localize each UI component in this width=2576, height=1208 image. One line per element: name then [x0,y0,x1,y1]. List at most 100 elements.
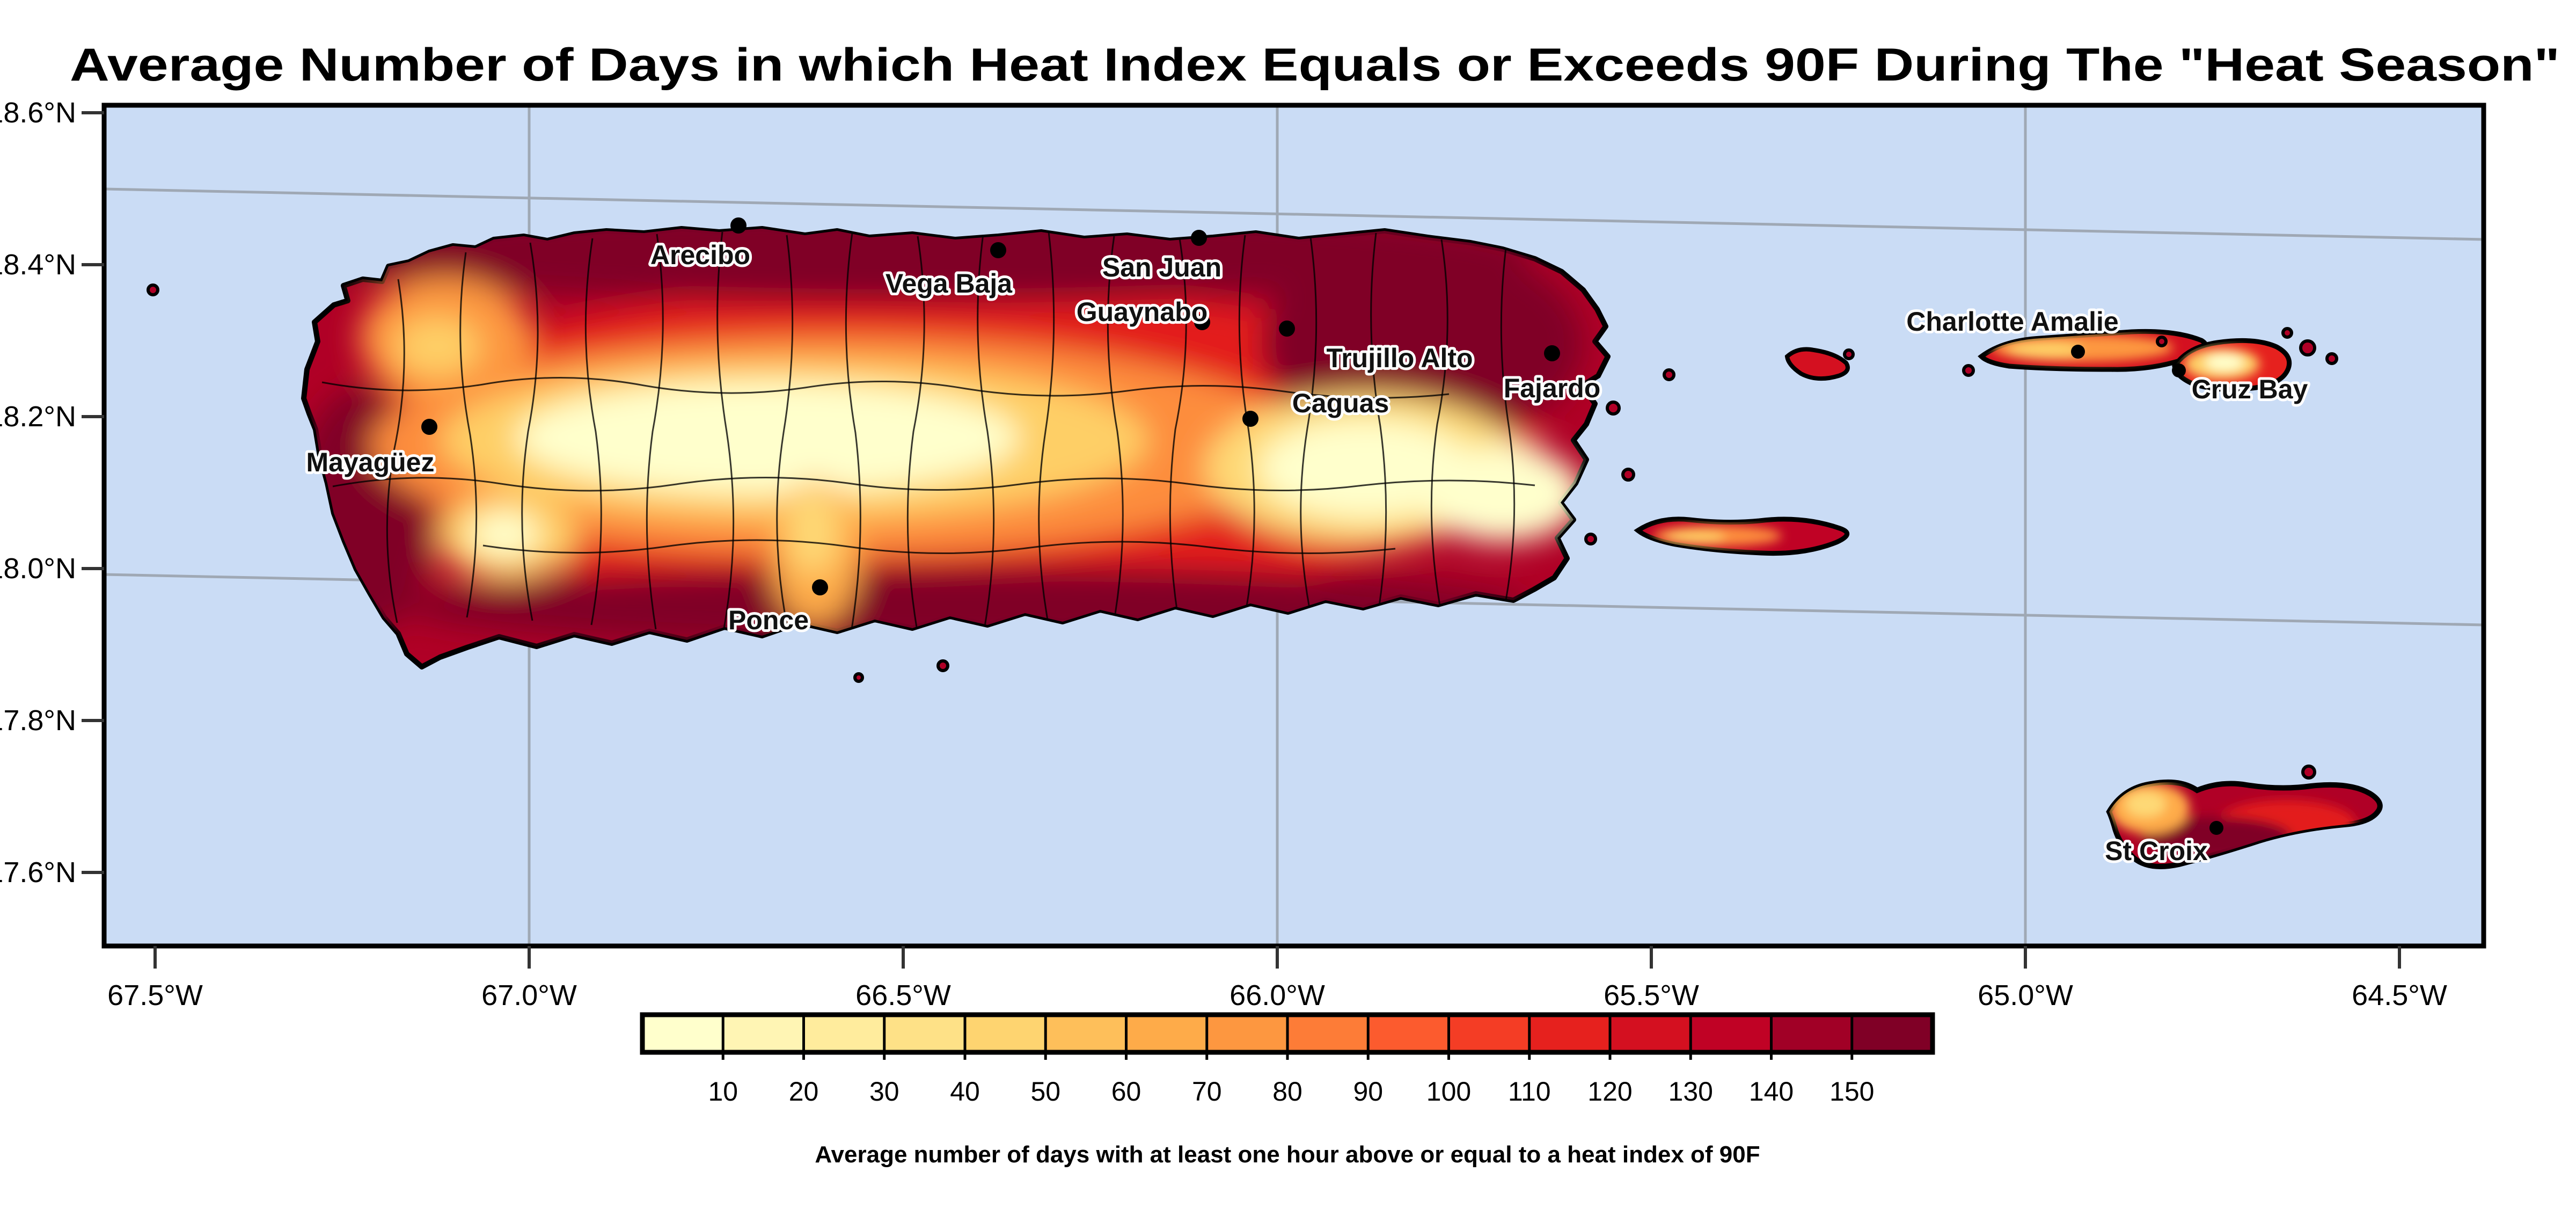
city-label-ponce: Ponce [728,605,809,635]
municipality-boundaries [321,231,1535,633]
colorbar-segment [803,1015,884,1052]
colorbar-tick-label: 130 [1668,1076,1713,1107]
heat-blob [2125,791,2166,817]
vieques-heat-shading [1653,525,1782,547]
lon-tick-label: 65.5°W [1604,979,1699,1011]
colorbar-tick-label: 60 [1111,1076,1141,1107]
city-label-guaynabo: Guaynabo [1077,297,1208,327]
lon-tick-label: 66.5°W [855,979,951,1011]
colorbar-tick-label: 10 [708,1076,738,1107]
colorbar-tick-label: 110 [1508,1076,1551,1107]
lon-tick-label: 64.5°W [2352,979,2447,1011]
island-st-croix [2106,779,2383,869]
colorbar-segment [1126,1015,1207,1052]
heat-blob [1422,446,1583,542]
heat-blob [470,512,539,557]
city-labels: Arecibo Vega Baja San Juan Guaynabo Truj… [304,237,2311,869]
lat-tick-label: 18.0°N [0,552,76,585]
colorbar-tick-label: 100 [1426,1076,1471,1107]
heat-blob [1666,531,1725,543]
island-vieques [1634,516,1849,556]
colorbar-segment [884,1015,965,1052]
colorbar-tick-label: 40 [950,1076,980,1107]
city-dot-vega-baja [990,242,1006,258]
colorbar-segment [1610,1015,1691,1052]
lat-tick-label: 17.8°N [0,704,76,737]
colorbar-segment [965,1015,1046,1052]
colorbar-caption: Average number of days with at least one… [815,1141,1760,1168]
colorbar-segment [1851,1015,1933,1052]
lon-tick-label: 67.5°W [107,979,203,1011]
islets [147,283,2338,780]
city-label-charlotte-amalie: Charlotte Amalie [1906,307,2118,337]
colorbar-segment [1045,1015,1126,1052]
lon-tick-label: 65.0°W [1978,979,2073,1011]
city-dot-fajardo [1544,345,1560,361]
heat-blob [515,381,1020,494]
island-culebra [1784,347,1850,381]
colorbar-tick-label: 140 [1749,1076,1794,1107]
colorbar-segment [1448,1015,1529,1052]
city-dot-guaynabo [1194,314,1210,330]
colorbar-segment [1206,1015,1287,1052]
city-label-fajardo: Fajardo [1504,373,1601,403]
city-label-san-juan: San Juan [1102,252,1221,282]
longitude-axis: 67.5°W 67.0°W 66.5°W 66.0°W 65.5°W 65.0°… [107,946,2447,1011]
colorbar-segment [723,1015,804,1052]
colorbar-tick-label: 30 [869,1076,899,1107]
lat-tick-label: 18.6°N [0,97,76,129]
heat-blob [394,317,480,376]
colorbar-tick-label: 70 [1192,1076,1222,1107]
heat-blob [787,489,839,574]
colorbar-tick-label: 150 [1829,1076,1874,1107]
city-dot-charlotte-amalie [2071,345,2085,359]
lat-tick-label: 17.6°N [0,856,76,889]
city-label-vega-baja: Vega Baja [885,268,1013,299]
st-john-heat-shading [2184,348,2259,380]
colorbar-segment [1287,1015,1368,1052]
city-label-mayaguez: Mayagüez [306,447,435,477]
colorbar-border [640,1012,1935,1055]
island-puerto-rico [301,226,1611,670]
latitude-axis: 18.6°N 18.4°N 18.2°N 18.0°N 17.8°N 17.6°… [0,97,104,889]
heat-blob [2007,341,2082,359]
city-dot-caguas [1242,411,1258,427]
map-frame [101,103,2486,949]
colorbar-tick-label: 90 [1353,1076,1383,1107]
city-dot-ponce [812,579,828,595]
city-dot-arecibo [730,217,747,234]
city-label-trujillo-alto: Trujillo Alto [1326,343,1473,373]
city-label-st-croix: St Croix [2105,836,2208,866]
city-dot-mayaguez [421,419,437,435]
colorbar-segment [642,1015,723,1052]
colorbar-segment [1529,1015,1610,1052]
colorbar-segment [1771,1015,1852,1052]
colorbar-tick-label: 20 [789,1076,819,1107]
city-dot-trujillo-alto [1279,321,1295,337]
lat-tick-label: 18.2°N [0,401,76,433]
city-label-arecibo: Arecibo [650,240,750,270]
heat-blob [2205,354,2244,371]
lon-tick-label: 66.0°W [1230,979,1325,1011]
page-title: Average Number of Days in which Heat Ind… [70,39,2560,91]
colorbar-tick-label: 120 [1587,1076,1632,1107]
city-markers [421,217,2223,835]
lat-tick-label: 18.4°N [0,249,76,281]
city-dot-san-juan [1191,230,1207,246]
colorbar-tick-labels: 10 20 30 40 50 60 70 80 90 100 110 120 1… [708,1076,1874,1107]
colorbar-tick-label: 50 [1030,1076,1060,1107]
heat-blob [1258,419,1473,518]
colorbar-tick-label: 80 [1272,1076,1302,1107]
heat-blob [304,229,1529,303]
puerto-rico-heat-shading [304,229,1583,647]
lon-tick-label: 67.0°W [481,979,577,1011]
city-dot-st-croix [2209,821,2223,835]
map-canvas: Arecibo Vega Baja San Juan Guaynabo Truj… [104,105,2484,946]
colorbar: 10 20 30 40 50 60 70 80 90 100 110 120 1… [640,1012,1935,1168]
island-st-john [2172,338,2292,392]
city-dot-cruz-bay [2172,363,2186,377]
colorbar-segment [1690,1015,1772,1052]
city-label-caguas: Caguas [1292,388,1389,418]
parallel-18-5n [104,187,2484,241]
